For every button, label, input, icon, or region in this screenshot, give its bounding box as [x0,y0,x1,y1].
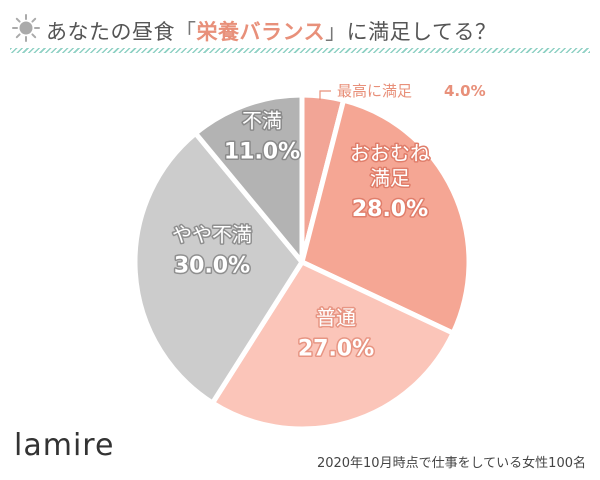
sun-icon [12,14,40,42]
slice-value-label: 27.0% [298,337,374,362]
slice-name-label: おおむね [350,141,430,165]
title-suffix: に満足してる？ [346,20,497,44]
survey-note: 2020年10月時点で仕事をしている女性100名 [316,456,586,471]
slice-name-label: 満足 [370,166,410,190]
brand-logo: lamire [14,428,115,463]
slice-value-label: 4.0% [444,82,486,100]
header-divider [10,48,590,53]
slice-value-label: 28.0% [352,197,428,222]
slice-name-label: やや不満 [172,223,252,247]
slice-value-label: 30.0% [174,254,250,279]
slice-label-outside: 最高に満足 4.0% [319,82,486,100]
page-title: あなたの昼食「栄養バランス」に満足してる？ [46,16,496,46]
pie-slice [299,97,472,336]
pie-slice [193,92,305,265]
title-prefix: あなたの昼食 [46,20,175,44]
leader-line [319,90,331,100]
slice-name-label: 最高に満足 [337,82,412,100]
slice-name-label: 普通 [316,306,356,330]
title-bracket-close: 」 [325,20,347,44]
pie-slice [210,259,456,432]
pie-slice [132,130,305,406]
title-highlight: 栄養バランス [196,20,326,44]
title-bracket-open: 「 [175,20,197,44]
chart-header: あなたの昼食「栄養バランス」に満足してる？ [10,8,590,48]
slice-name-label: 不満 [242,109,282,133]
slice-value-label: 11.0% [224,140,300,165]
